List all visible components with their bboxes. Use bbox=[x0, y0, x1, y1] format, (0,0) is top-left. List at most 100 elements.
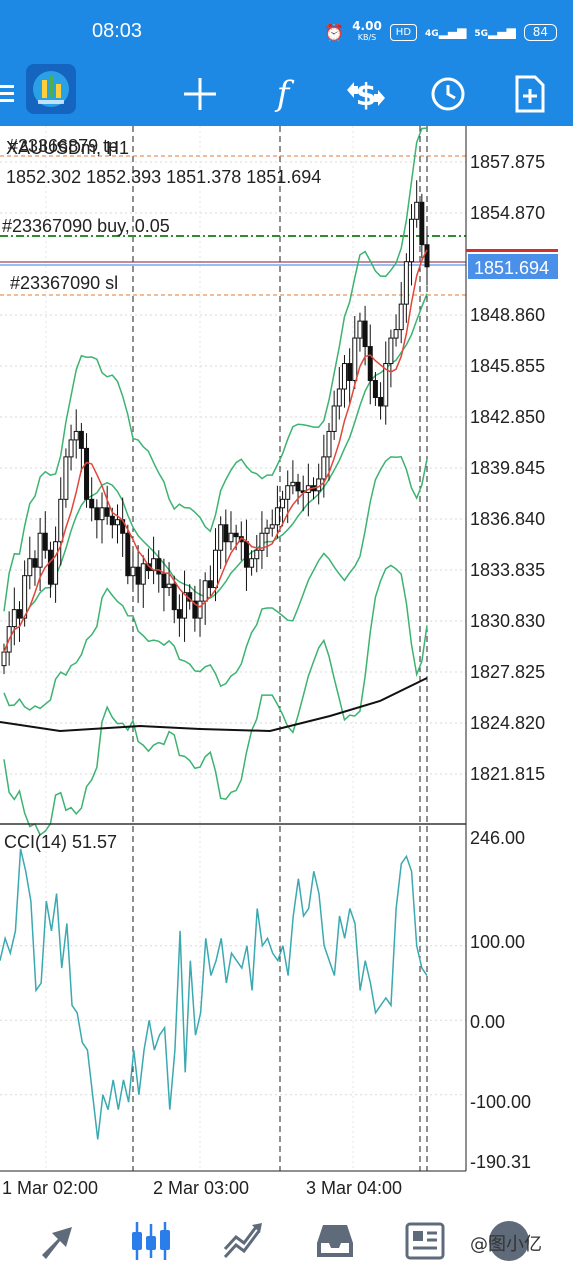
cci-tick: 100.00 bbox=[470, 932, 525, 952]
band-upper bbox=[3, 127, 428, 612]
time-tick: 2 Mar 03:00 bbox=[153, 1178, 249, 1198]
status-icons: ⏰ 4.00 KB/S HD 4G▂▄▆ 5G▂▄▆ 84 bbox=[324, 19, 557, 43]
trade-nav-icon[interactable] bbox=[218, 1218, 268, 1264]
band-outer-lower bbox=[3, 564, 428, 836]
candle-body bbox=[109, 515, 115, 526]
price-tick: 1845.855 bbox=[470, 356, 545, 376]
cci-tick: -190.31 bbox=[470, 1152, 531, 1172]
candle-body bbox=[156, 558, 162, 575]
price-axis: 1857.875 1854.870 1848.860 1845.855 1842… bbox=[470, 152, 545, 784]
price-tick: 1824.820 bbox=[470, 713, 545, 733]
price-tick: 1842.850 bbox=[470, 407, 545, 427]
candle-body bbox=[114, 519, 120, 526]
candle-body bbox=[140, 563, 146, 585]
candle-body bbox=[254, 549, 260, 560]
ma-line bbox=[3, 249, 428, 653]
time-axis: 1 Mar 02:00 2 Mar 03:00 3 Mar 04:00 bbox=[2, 1178, 402, 1198]
chart-area[interactable]: 1851.694 XAUUSDm, H1 #23366879 tp 1852.3… bbox=[0, 126, 573, 1200]
band-lower bbox=[3, 455, 428, 711]
messages-icon[interactable] bbox=[484, 1218, 534, 1264]
candle-body bbox=[285, 485, 291, 500]
candle-body bbox=[347, 363, 353, 382]
candle-body bbox=[233, 532, 239, 538]
chart-icon[interactable] bbox=[126, 1218, 176, 1264]
candle-body bbox=[419, 201, 425, 246]
candle-body bbox=[58, 498, 64, 543]
candle-body bbox=[228, 532, 234, 543]
price-tick: 1833.835 bbox=[470, 560, 545, 580]
candles bbox=[1, 180, 430, 675]
candle-body bbox=[280, 498, 286, 509]
trade-icon[interactable]: $ bbox=[342, 70, 390, 118]
sl-label: #23367090 sl bbox=[10, 273, 118, 293]
candle-body bbox=[249, 558, 255, 568]
candle-body bbox=[424, 244, 430, 268]
cci-axis: 246.00 100.00 0.00 -100.00 -190.31 bbox=[470, 828, 531, 1172]
candle-body bbox=[259, 532, 265, 551]
candle-body bbox=[94, 507, 100, 521]
candle-body bbox=[125, 532, 131, 577]
time-tick: 1 Mar 02:00 bbox=[2, 1178, 98, 1198]
candle-body bbox=[331, 405, 337, 432]
status-time: 08:03 bbox=[92, 20, 143, 42]
menu-icon[interactable] bbox=[0, 70, 20, 118]
candle-body bbox=[336, 388, 342, 407]
alarm-icon: ⏰ bbox=[324, 22, 345, 42]
candle-body bbox=[295, 481, 301, 492]
candle-body bbox=[78, 430, 84, 449]
candle-body bbox=[32, 558, 38, 568]
candle-body bbox=[171, 583, 177, 611]
cci-label: CCI(14) 51.57 bbox=[4, 832, 117, 852]
hd-icon: HD bbox=[389, 23, 418, 41]
price-tick: 1821.815 bbox=[470, 764, 545, 784]
candle-body bbox=[47, 549, 53, 585]
symbol-title: XAUUSDm, H1 bbox=[6, 138, 129, 158]
candle-body bbox=[409, 218, 415, 263]
app-logo-icon[interactable] bbox=[26, 64, 76, 114]
net-speed: 4.00 KB/S bbox=[352, 19, 382, 42]
candle-body bbox=[223, 524, 229, 543]
moving-average bbox=[0, 249, 428, 733]
candle-body bbox=[53, 541, 59, 585]
candle-body bbox=[166, 583, 172, 589]
candle-body bbox=[383, 363, 389, 407]
quotes-icon[interactable] bbox=[34, 1218, 84, 1264]
candle-body bbox=[207, 580, 213, 589]
signal-4g-icon: 4G▂▄▆ bbox=[425, 25, 467, 39]
candle-body bbox=[27, 558, 33, 577]
new-order-icon[interactable] bbox=[506, 70, 554, 118]
candle-body bbox=[182, 592, 188, 619]
signal-5g-icon: 5G▂▄▆ bbox=[474, 25, 516, 39]
candle-body bbox=[1, 651, 7, 667]
cci-tick: -100.00 bbox=[470, 1092, 531, 1112]
timeframe-icon[interactable] bbox=[424, 70, 472, 118]
indicators-icon[interactable]: f bbox=[276, 74, 290, 114]
candle-body bbox=[378, 396, 384, 407]
time-tick: 3 Mar 04:00 bbox=[306, 1178, 402, 1198]
price-chart[interactable]: 1851.694 XAUUSDm, H1 #23366879 tp 1852.3… bbox=[0, 126, 573, 1200]
history-icon[interactable] bbox=[310, 1218, 360, 1264]
status-bar: 08:03 ⏰ 4.00 KB/S HD 4G▂▄▆ 5G▂▄▆ 84 bbox=[0, 0, 573, 64]
price-tick: 1839.845 bbox=[470, 458, 545, 478]
cci-tick: 0.00 bbox=[470, 1012, 505, 1032]
candle-body bbox=[414, 201, 420, 220]
candle-body bbox=[274, 507, 280, 526]
candle-body bbox=[357, 320, 363, 339]
watermark: @图小亿 bbox=[470, 1234, 542, 1255]
price-tick: 1854.870 bbox=[470, 203, 545, 223]
candle-body bbox=[68, 439, 74, 458]
news-icon[interactable] bbox=[400, 1218, 450, 1264]
candle-body bbox=[63, 456, 69, 500]
candle-body bbox=[269, 524, 275, 529]
candle-body bbox=[321, 456, 327, 480]
candle-body bbox=[367, 346, 373, 382]
candle-body bbox=[73, 430, 79, 441]
candle-body bbox=[290, 481, 296, 487]
candle-body bbox=[326, 430, 332, 458]
crosshair-icon[interactable] bbox=[176, 70, 224, 118]
candle-body bbox=[42, 532, 48, 551]
price-tick: 1830.830 bbox=[470, 611, 545, 631]
candle-body bbox=[84, 447, 90, 500]
buy-label: #23367090 buy, 0.05 bbox=[2, 216, 170, 236]
candle-body bbox=[372, 380, 378, 398]
